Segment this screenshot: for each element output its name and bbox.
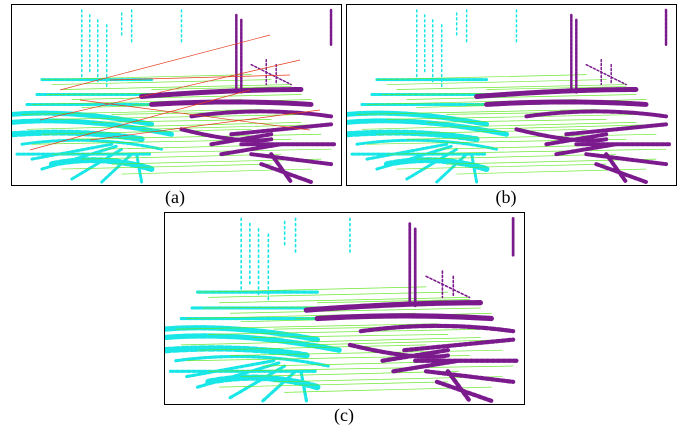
panel-c: (c) [164, 212, 525, 426]
panel-b: (b) [346, 4, 677, 208]
caption: (c) [334, 405, 354, 426]
caption: (a) [165, 187, 185, 208]
panel-a: (a) [11, 4, 342, 208]
caption: (b) [496, 187, 517, 208]
